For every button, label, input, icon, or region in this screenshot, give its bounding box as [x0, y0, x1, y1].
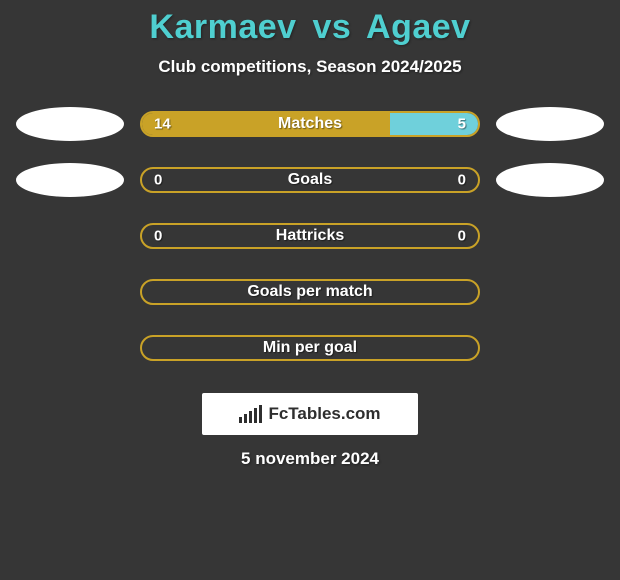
- stat-label: Hattricks: [276, 227, 344, 245]
- stat-row: 0 0 Hattricks: [10, 219, 610, 253]
- player-b-name: Agaev: [366, 8, 471, 46]
- stat-label: Matches: [278, 115, 342, 133]
- brand-chart-icon: [239, 405, 262, 423]
- stat-bar: 0 0 Goals: [140, 167, 480, 193]
- bar-fill-left: [142, 113, 390, 135]
- stat-row: Goals per match: [10, 275, 610, 309]
- brand-badge: FcTables.com: [202, 393, 418, 435]
- stat-label: Goals per match: [247, 283, 372, 301]
- player-a-badge: [16, 163, 124, 197]
- stat-value-right: 0: [458, 228, 466, 245]
- page-title: Karmaev vs Agaev: [0, 8, 620, 47]
- stat-value-left: 0: [154, 228, 162, 245]
- player-a-badge: [16, 219, 124, 253]
- player-a-badge: [16, 331, 124, 365]
- player-b-badge: [496, 107, 604, 141]
- vs-separator: vs: [313, 8, 352, 46]
- stat-value-left: 14: [154, 116, 171, 133]
- player-b-badge: [496, 163, 604, 197]
- stat-bar: 0 0 Hattricks: [140, 223, 480, 249]
- player-a-badge: [16, 107, 124, 141]
- stat-bar: Goals per match: [140, 279, 480, 305]
- stat-value-right: 0: [458, 172, 466, 189]
- player-b-badge: [496, 331, 604, 365]
- subtitle: Club competitions, Season 2024/2025: [0, 57, 620, 77]
- stat-row: 14 5 Matches: [10, 107, 610, 141]
- stat-rows: 14 5 Matches 0 0 Goals 0 0 Hattricks Goals per ma…: [0, 107, 620, 365]
- player-a-name: Karmaev: [149, 8, 296, 46]
- stat-label: Goals: [288, 171, 332, 189]
- player-b-badge: [496, 275, 604, 309]
- stat-bar: Min per goal: [140, 335, 480, 361]
- stat-label: Min per goal: [263, 339, 357, 357]
- brand-text: FcTables.com: [268, 404, 380, 424]
- stat-value-left: 0: [154, 172, 162, 189]
- stat-bar: 14 5 Matches: [140, 111, 480, 137]
- player-a-badge: [16, 275, 124, 309]
- player-b-badge: [496, 219, 604, 253]
- date-label: 5 november 2024: [0, 449, 620, 469]
- stat-row: 0 0 Goals: [10, 163, 610, 197]
- stat-row: Min per goal: [10, 331, 610, 365]
- comparison-infographic: Karmaev vs Agaev Club competitions, Seas…: [0, 0, 620, 580]
- stat-value-right: 5: [458, 116, 466, 133]
